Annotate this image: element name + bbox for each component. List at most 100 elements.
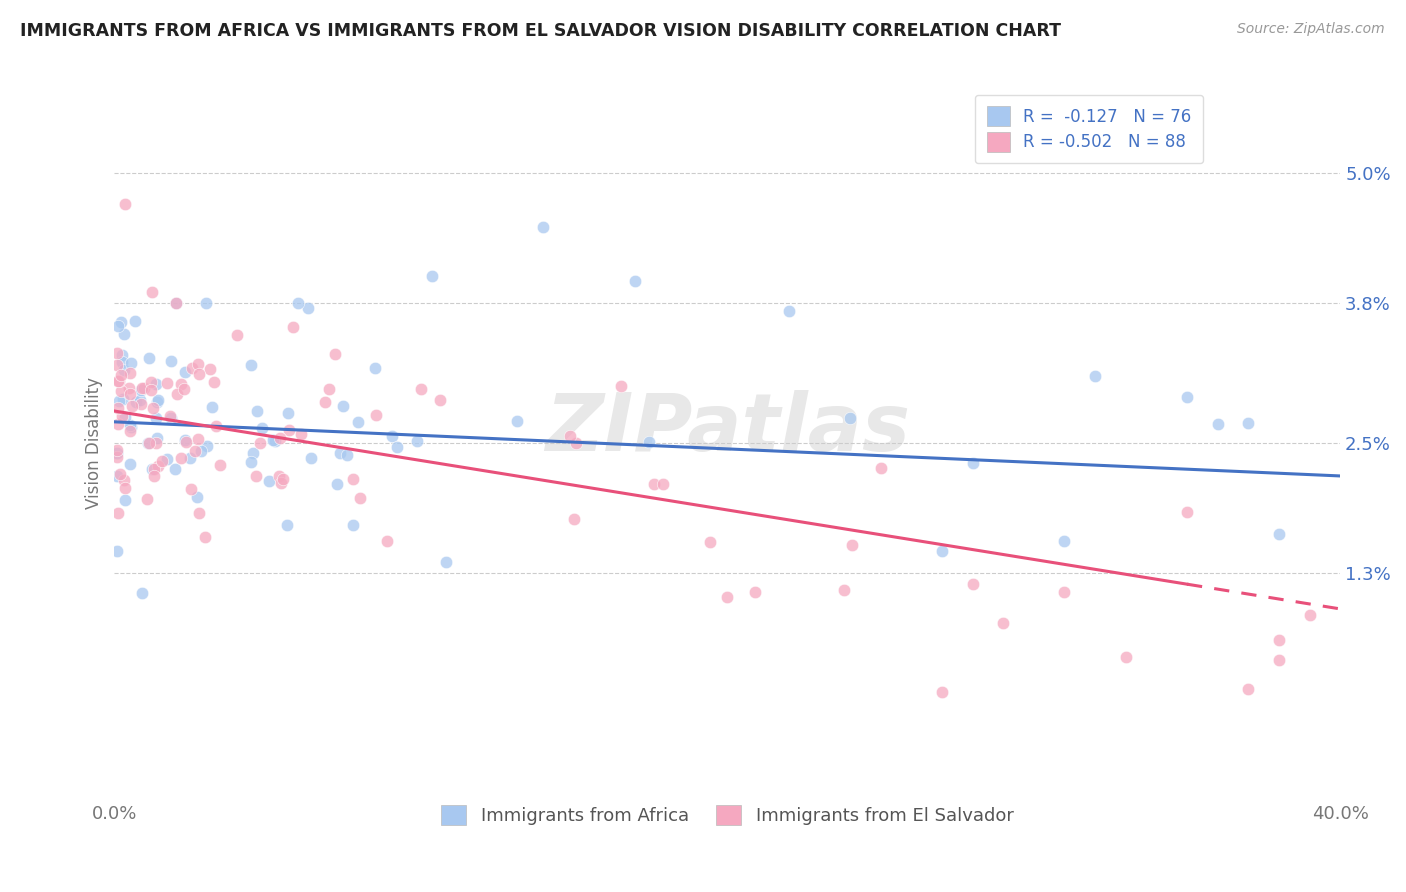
Point: [141, 383, 163, 397]
Legend: R =  -0.127   N = 76, R = -0.502   N = 88: R = -0.127 N = 76, R = -0.502 N = 88: [974, 95, 1204, 163]
Point: [832, 582, 855, 597]
Point: [277, 406, 299, 420]
Point: [107, 450, 129, 465]
Point: [129, 392, 152, 407]
Point: [652, 477, 675, 491]
Point: [186, 491, 208, 505]
Point: [318, 383, 340, 397]
Point: [1084, 368, 1107, 383]
Point: [610, 378, 633, 392]
Point: [342, 517, 364, 532]
Point: [187, 357, 209, 371]
Point: [174, 434, 197, 449]
Point: [346, 415, 368, 429]
Point: [299, 451, 322, 466]
Point: [259, 475, 281, 489]
Point: [283, 319, 305, 334]
Point: [145, 377, 167, 392]
Point: [506, 414, 529, 428]
Point: [138, 435, 160, 450]
Point: [962, 457, 984, 471]
Point: [869, 461, 891, 475]
Point: [138, 351, 160, 366]
Point: [120, 356, 142, 370]
Point: [267, 469, 290, 483]
Point: [841, 537, 863, 551]
Point: [558, 428, 581, 442]
Point: [1268, 633, 1291, 648]
Point: [114, 493, 136, 508]
Point: [170, 377, 193, 392]
Point: [190, 444, 212, 458]
Point: [118, 387, 141, 401]
Point: [240, 358, 263, 372]
Point: [112, 362, 135, 376]
Point: [637, 435, 659, 450]
Point: [366, 409, 388, 423]
Point: [931, 544, 953, 558]
Point: [226, 328, 249, 343]
Point: [180, 360, 202, 375]
Point: [136, 435, 159, 450]
Point: [406, 434, 429, 448]
Point: [114, 481, 136, 495]
Point: [187, 432, 209, 446]
Point: [270, 476, 292, 491]
Point: [120, 420, 142, 434]
Point: [107, 401, 129, 416]
Point: [242, 446, 264, 460]
Point: [170, 451, 193, 466]
Point: [201, 400, 224, 414]
Point: [131, 381, 153, 395]
Point: [342, 472, 364, 486]
Point: [108, 375, 131, 389]
Point: [108, 467, 131, 481]
Point: [156, 451, 179, 466]
Point: [262, 433, 284, 447]
Text: Source: ZipAtlas.com: Source: ZipAtlas.com: [1237, 22, 1385, 37]
Point: [159, 409, 181, 424]
Point: [166, 387, 188, 401]
Point: [1237, 681, 1260, 696]
Point: [146, 459, 169, 474]
Point: [163, 461, 186, 475]
Point: [118, 424, 141, 438]
Point: [1268, 653, 1291, 667]
Point: [173, 382, 195, 396]
Point: [107, 446, 129, 460]
Point: [107, 544, 129, 558]
Point: [110, 368, 132, 382]
Point: [129, 383, 152, 397]
Point: [364, 360, 387, 375]
Point: [111, 392, 134, 406]
Point: [336, 448, 359, 462]
Point: [107, 443, 129, 458]
Point: [112, 327, 135, 342]
Point: [108, 393, 131, 408]
Point: [150, 454, 173, 468]
Point: [107, 417, 129, 431]
Point: [112, 473, 135, 487]
Point: [326, 477, 349, 491]
Point: [252, 421, 274, 435]
Point: [205, 418, 228, 433]
Point: [269, 431, 291, 445]
Point: [202, 375, 225, 389]
Point: [156, 376, 179, 391]
Point: [110, 384, 132, 399]
Point: [1053, 585, 1076, 599]
Point: [125, 394, 148, 409]
Point: [1175, 390, 1198, 404]
Point: [1053, 534, 1076, 549]
Point: [174, 365, 197, 379]
Point: [146, 393, 169, 408]
Point: [180, 483, 202, 497]
Point: [434, 555, 457, 569]
Point: [1237, 416, 1260, 430]
Point: [385, 440, 408, 454]
Point: [562, 512, 585, 526]
Point: [533, 220, 555, 235]
Point: [332, 399, 354, 413]
Point: [381, 429, 404, 443]
Y-axis label: Vision Disability: Vision Disability: [86, 377, 103, 509]
